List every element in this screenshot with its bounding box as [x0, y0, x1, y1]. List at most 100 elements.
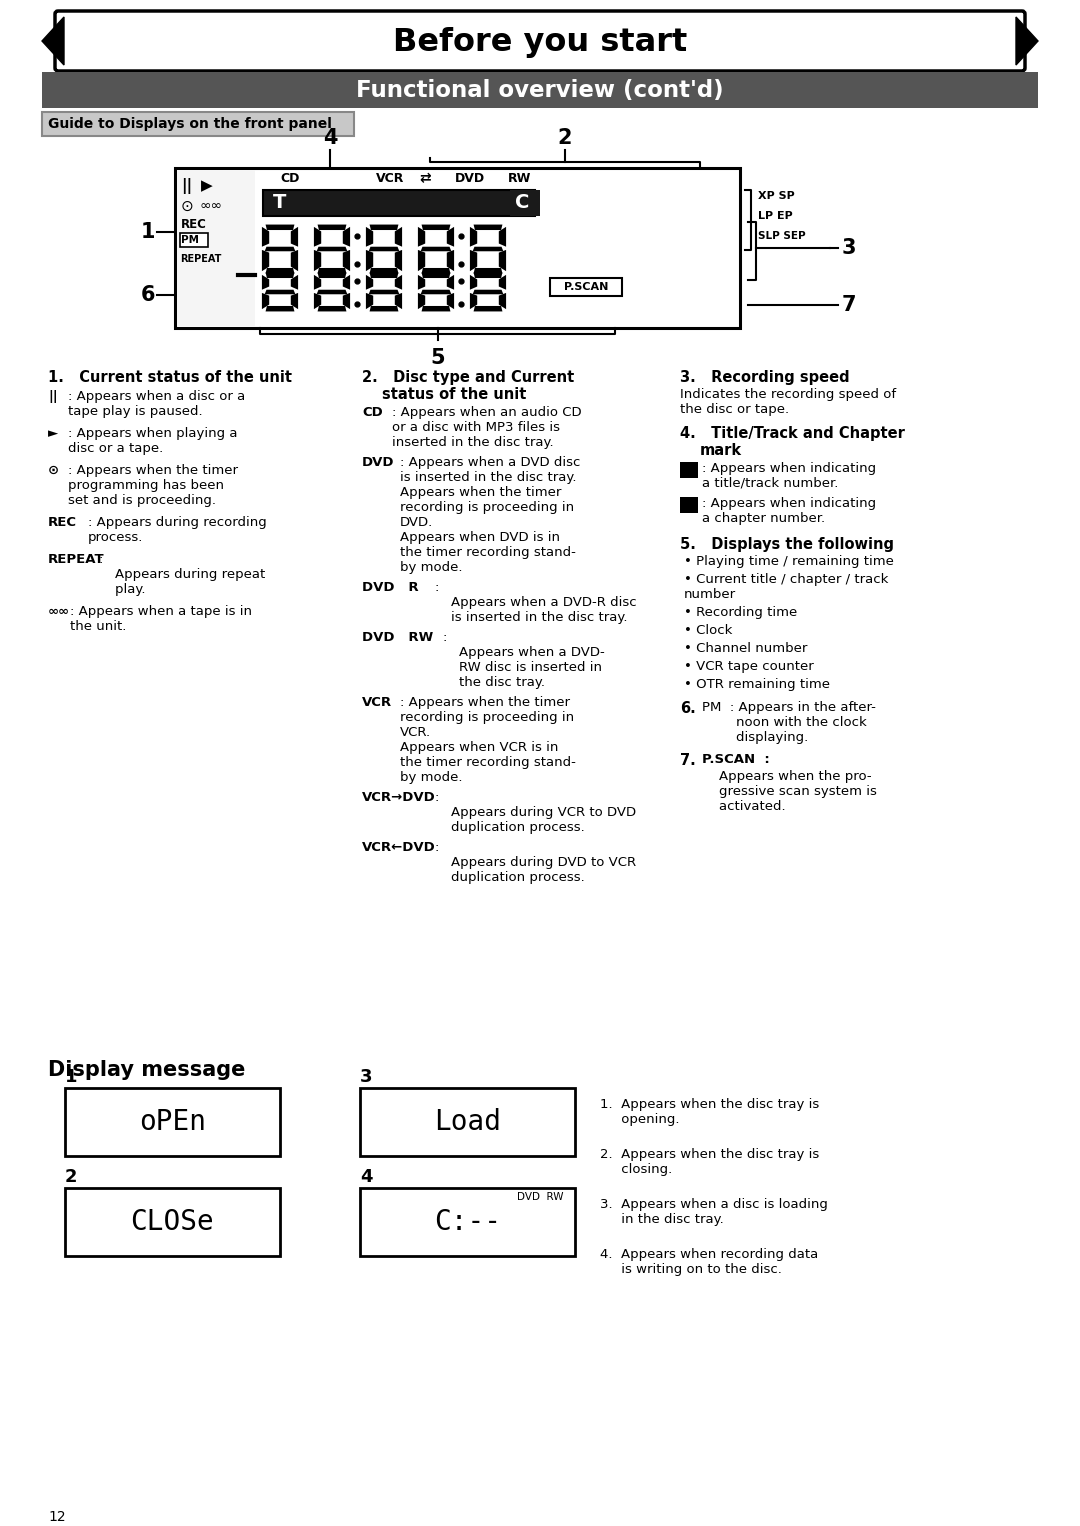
Text: ||: ||: [48, 391, 57, 403]
Text: 1: 1: [65, 1068, 78, 1087]
Polygon shape: [420, 247, 451, 252]
Text: • OTR remaining time: • OTR remaining time: [684, 678, 831, 691]
FancyBboxPatch shape: [177, 169, 255, 327]
Text: C: C: [684, 1015, 693, 1027]
Polygon shape: [473, 290, 503, 295]
Polygon shape: [395, 293, 402, 310]
Polygon shape: [314, 293, 321, 310]
Polygon shape: [499, 227, 507, 247]
Polygon shape: [291, 227, 298, 247]
Text: XP SP: XP SP: [758, 191, 795, 201]
Text: DVD   R: DVD R: [362, 581, 419, 594]
Polygon shape: [266, 224, 295, 230]
Text: REPEAT: REPEAT: [48, 552, 105, 566]
Polygon shape: [342, 227, 350, 247]
Text: 1.   Current status of the unit: 1. Current status of the unit: [48, 369, 292, 385]
FancyBboxPatch shape: [680, 497, 698, 513]
FancyBboxPatch shape: [180, 233, 208, 247]
Polygon shape: [473, 269, 502, 273]
Text: T: T: [684, 1050, 692, 1062]
Polygon shape: [470, 275, 477, 290]
Text: status of the unit: status of the unit: [382, 388, 526, 401]
Text: 3.  Appears when a disc is loading
     in the disc tray.: 3. Appears when a disc is loading in the…: [600, 1198, 828, 1225]
Polygon shape: [473, 273, 502, 278]
FancyBboxPatch shape: [42, 111, 354, 136]
Text: 2.  Appears when the disc tray is
     closing.: 2. Appears when the disc tray is closing…: [600, 1148, 820, 1177]
Text: REC: REC: [181, 218, 207, 232]
Polygon shape: [369, 273, 399, 278]
Text: ||: ||: [181, 179, 192, 194]
Text: 5: 5: [431, 348, 445, 368]
Polygon shape: [473, 224, 502, 230]
Polygon shape: [316, 290, 348, 295]
Polygon shape: [318, 224, 347, 230]
Polygon shape: [447, 227, 454, 247]
Text: : Appears when the timer
recording is proceeding in
VCR.
Appears when VCR is in
: : Appears when the timer recording is pr…: [400, 696, 576, 784]
Text: VCR→DVD: VCR→DVD: [362, 790, 435, 804]
FancyBboxPatch shape: [264, 191, 535, 217]
Text: P.SCAN: P.SCAN: [564, 282, 608, 291]
Text: C: C: [515, 194, 529, 212]
Polygon shape: [418, 275, 426, 290]
Text: : Appears when an audio CD
or a disc with MP3 files is
inserted in the disc tray: : Appears when an audio CD or a disc wit…: [392, 406, 582, 449]
Polygon shape: [318, 273, 347, 278]
Polygon shape: [291, 250, 298, 272]
Text: ∞∞: ∞∞: [200, 198, 222, 214]
Text: VCR: VCR: [376, 171, 404, 185]
Polygon shape: [447, 293, 454, 310]
Polygon shape: [262, 227, 269, 247]
Text: CD: CD: [281, 171, 299, 185]
Text: :
    Appears when a DVD-
    RW disc is inserted in
    the disc tray.: : Appears when a DVD- RW disc is inserte…: [442, 630, 605, 690]
Text: Appears when the pro-
    gressive scan system is
    activated.: Appears when the pro- gressive scan syst…: [702, 771, 877, 813]
Text: DVD  RW: DVD RW: [517, 1192, 564, 1202]
Text: :
    Appears when a DVD-R disc
    is inserted in the disc tray.: : Appears when a DVD-R disc is inserted …: [434, 581, 636, 624]
Text: • Clock: • Clock: [684, 624, 732, 636]
Polygon shape: [395, 275, 402, 290]
Polygon shape: [499, 250, 507, 272]
Polygon shape: [470, 227, 477, 247]
Text: REC: REC: [48, 516, 77, 530]
Text: 7.: 7.: [680, 752, 696, 768]
Polygon shape: [470, 293, 477, 310]
Polygon shape: [265, 290, 295, 295]
Text: ⊙: ⊙: [181, 198, 193, 214]
Polygon shape: [421, 269, 450, 273]
Text: PM  : Appears in the after-
        noon with the clock
        displaying.: PM : Appears in the after- noon with the…: [702, 700, 876, 745]
Polygon shape: [262, 275, 269, 290]
FancyBboxPatch shape: [65, 1189, 280, 1256]
Text: 6: 6: [140, 285, 156, 305]
Polygon shape: [447, 275, 454, 290]
Text: 1: 1: [140, 221, 156, 243]
Text: Load: Load: [434, 1108, 501, 1135]
Polygon shape: [314, 250, 321, 272]
Text: : Appears during recording
process.: : Appears during recording process.: [87, 516, 267, 543]
Polygon shape: [421, 224, 450, 230]
Polygon shape: [395, 250, 402, 272]
Text: : Appears when the timer
programming has been
set and is proceeding.: : Appears when the timer programming has…: [68, 464, 238, 507]
Text: ⊙: ⊙: [48, 464, 59, 478]
Text: 1.  Appears when the disc tray is
     opening.: 1. Appears when the disc tray is opening…: [600, 1099, 820, 1126]
Polygon shape: [369, 269, 399, 273]
Text: : Appears when playing a
disc or a tape.: : Appears when playing a disc or a tape.: [68, 427, 238, 455]
Text: P.SCAN  :: P.SCAN :: [702, 752, 770, 766]
Text: :
    Appears during VCR to DVD
    duplication process.: : Appears during VCR to DVD duplication …: [434, 790, 636, 835]
Text: 3.   Recording speed: 3. Recording speed: [680, 369, 850, 385]
Polygon shape: [266, 273, 295, 278]
Text: VCR←DVD: VCR←DVD: [362, 841, 435, 855]
Text: REPEAT: REPEAT: [180, 253, 221, 264]
Text: 3: 3: [360, 1068, 373, 1087]
Polygon shape: [342, 275, 350, 290]
Text: 4.   Title/Track and Chapter: 4. Title/Track and Chapter: [680, 426, 905, 441]
Polygon shape: [266, 269, 295, 273]
Polygon shape: [418, 293, 426, 310]
Polygon shape: [42, 17, 64, 66]
Text: : Appears when indicating
a title/track number.: : Appears when indicating a title/track …: [702, 462, 876, 490]
FancyBboxPatch shape: [55, 11, 1025, 72]
FancyBboxPatch shape: [42, 72, 1038, 108]
Text: • Channel number: • Channel number: [684, 642, 808, 655]
Polygon shape: [291, 275, 298, 290]
Text: LP EP: LP EP: [758, 211, 793, 221]
Polygon shape: [368, 290, 400, 295]
Polygon shape: [262, 293, 269, 310]
FancyBboxPatch shape: [680, 462, 698, 478]
